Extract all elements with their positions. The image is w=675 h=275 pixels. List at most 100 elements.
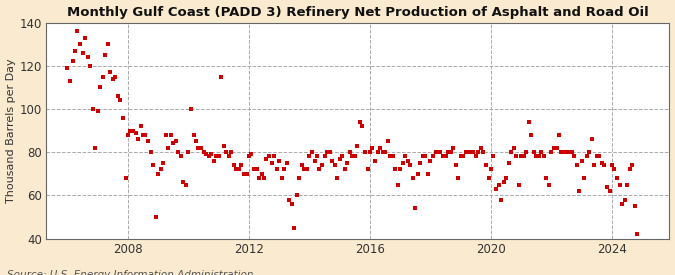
Point: [382, 139, 393, 144]
Point: [170, 139, 181, 144]
Point: [508, 145, 519, 150]
Point: [521, 150, 532, 154]
Point: [183, 150, 194, 154]
Point: [629, 204, 640, 208]
Point: [284, 197, 294, 202]
Point: [168, 141, 179, 146]
Point: [468, 150, 479, 154]
Point: [62, 66, 73, 70]
Point: [138, 133, 148, 137]
Point: [161, 133, 171, 137]
Point: [533, 154, 544, 159]
Point: [485, 167, 496, 172]
Point: [430, 150, 441, 154]
Point: [460, 150, 471, 154]
Point: [359, 150, 370, 154]
Point: [193, 145, 204, 150]
Point: [241, 172, 252, 176]
Point: [481, 163, 491, 167]
Point: [372, 150, 383, 154]
Point: [271, 167, 282, 172]
Point: [163, 145, 173, 150]
Point: [105, 70, 116, 74]
Point: [259, 176, 269, 180]
Point: [415, 161, 426, 165]
Point: [476, 145, 487, 150]
Point: [443, 150, 454, 154]
Point: [619, 197, 630, 202]
Point: [110, 74, 121, 79]
Point: [543, 182, 554, 187]
Point: [317, 163, 327, 167]
Point: [506, 150, 516, 154]
Point: [321, 150, 332, 154]
Point: [90, 145, 101, 150]
Point: [148, 163, 159, 167]
Point: [219, 144, 230, 148]
Point: [438, 154, 449, 159]
Point: [155, 167, 166, 172]
Point: [279, 167, 290, 172]
Point: [584, 150, 595, 154]
Point: [483, 176, 494, 180]
Point: [410, 206, 421, 210]
Point: [498, 180, 509, 185]
Point: [402, 159, 413, 163]
Point: [251, 167, 262, 172]
Point: [616, 202, 627, 206]
Point: [206, 152, 217, 156]
Point: [186, 107, 196, 111]
Point: [327, 159, 338, 163]
Point: [571, 163, 582, 167]
Point: [412, 172, 423, 176]
Point: [117, 115, 128, 120]
Point: [324, 150, 335, 154]
Point: [256, 172, 267, 176]
Point: [420, 154, 431, 159]
Point: [470, 154, 481, 159]
Point: [294, 176, 305, 180]
Point: [440, 154, 451, 159]
Point: [551, 145, 562, 150]
Point: [120, 176, 131, 180]
Point: [501, 176, 512, 180]
Point: [456, 154, 466, 159]
Point: [523, 120, 534, 124]
Point: [216, 74, 227, 79]
Point: [115, 98, 126, 103]
Point: [627, 163, 638, 167]
Point: [347, 154, 358, 159]
Point: [392, 182, 403, 187]
Title: Monthly Gulf Coast (PADD 3) Refinery Net Production of Asphalt and Road Oil: Monthly Gulf Coast (PADD 3) Refinery Net…: [67, 6, 649, 18]
Point: [302, 167, 313, 172]
Point: [173, 150, 184, 154]
Point: [95, 85, 105, 89]
Point: [564, 150, 574, 154]
Point: [526, 133, 537, 137]
Y-axis label: Thousand Barrels per Day: Thousand Barrels per Day: [5, 58, 16, 203]
Point: [223, 154, 234, 159]
Point: [248, 167, 259, 172]
Point: [238, 172, 249, 176]
Point: [536, 150, 547, 154]
Point: [350, 154, 360, 159]
Point: [594, 154, 605, 159]
Point: [491, 187, 502, 191]
Point: [622, 182, 632, 187]
Point: [319, 154, 330, 159]
Point: [495, 197, 506, 202]
Point: [601, 185, 612, 189]
Point: [599, 163, 610, 167]
Point: [624, 167, 635, 172]
Point: [446, 150, 456, 154]
Point: [299, 167, 310, 172]
Point: [135, 124, 146, 128]
Point: [518, 154, 529, 159]
Point: [200, 152, 211, 156]
Point: [181, 182, 192, 187]
Point: [100, 53, 111, 57]
Point: [493, 182, 504, 187]
Point: [612, 176, 622, 180]
Point: [211, 154, 221, 159]
Point: [143, 139, 154, 144]
